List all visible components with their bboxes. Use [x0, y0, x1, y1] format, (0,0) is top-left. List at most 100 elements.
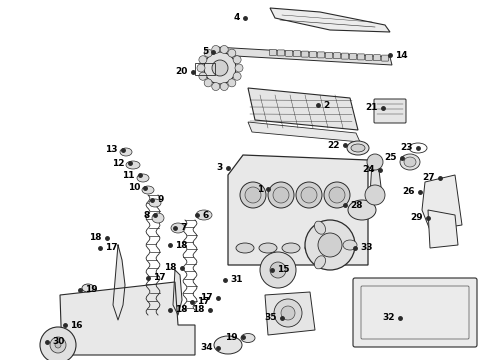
Text: 20: 20 — [175, 68, 188, 77]
FancyBboxPatch shape — [301, 51, 309, 57]
Text: 18: 18 — [193, 306, 205, 315]
FancyBboxPatch shape — [342, 53, 348, 59]
Ellipse shape — [404, 157, 416, 167]
Circle shape — [228, 79, 236, 87]
Text: 17: 17 — [200, 293, 213, 302]
Ellipse shape — [126, 161, 140, 169]
Circle shape — [296, 182, 322, 208]
Text: 5: 5 — [202, 48, 208, 57]
Ellipse shape — [236, 243, 254, 253]
FancyBboxPatch shape — [294, 51, 300, 57]
FancyBboxPatch shape — [286, 50, 293, 56]
FancyBboxPatch shape — [373, 55, 381, 61]
FancyBboxPatch shape — [270, 49, 276, 55]
Text: 17: 17 — [105, 243, 118, 252]
FancyBboxPatch shape — [353, 278, 477, 347]
Text: 1: 1 — [257, 184, 263, 194]
Circle shape — [329, 187, 345, 203]
Polygon shape — [248, 88, 358, 130]
Text: 24: 24 — [363, 166, 375, 175]
Circle shape — [228, 49, 236, 57]
Text: 25: 25 — [385, 153, 397, 162]
Text: 33: 33 — [360, 243, 372, 252]
Text: 17: 17 — [153, 274, 166, 283]
Ellipse shape — [351, 144, 365, 152]
Circle shape — [40, 327, 76, 360]
Circle shape — [240, 182, 266, 208]
Circle shape — [235, 64, 243, 72]
Circle shape — [274, 299, 302, 327]
Text: 16: 16 — [70, 320, 82, 329]
Circle shape — [197, 64, 205, 72]
Circle shape — [365, 185, 385, 205]
Ellipse shape — [305, 243, 323, 253]
Polygon shape — [173, 270, 182, 315]
Text: 32: 32 — [383, 314, 395, 323]
FancyBboxPatch shape — [325, 52, 333, 58]
Polygon shape — [265, 292, 315, 335]
Circle shape — [204, 79, 212, 87]
FancyBboxPatch shape — [277, 50, 285, 56]
Text: 10: 10 — [127, 184, 140, 193]
Ellipse shape — [137, 174, 149, 182]
Ellipse shape — [315, 256, 325, 269]
Text: 22: 22 — [327, 140, 340, 149]
Circle shape — [212, 60, 228, 76]
Text: 13: 13 — [105, 145, 118, 154]
Circle shape — [268, 182, 294, 208]
Ellipse shape — [347, 141, 369, 155]
Text: 19: 19 — [85, 285, 98, 294]
Text: 3: 3 — [217, 163, 223, 172]
Text: 27: 27 — [422, 174, 435, 183]
Circle shape — [367, 154, 383, 170]
Polygon shape — [113, 245, 125, 320]
FancyBboxPatch shape — [366, 54, 372, 60]
Circle shape — [212, 45, 220, 54]
Polygon shape — [422, 175, 462, 230]
Text: 23: 23 — [400, 144, 413, 153]
Text: 17: 17 — [197, 297, 210, 306]
Polygon shape — [428, 210, 458, 248]
Text: 18: 18 — [165, 264, 177, 273]
Circle shape — [204, 49, 212, 57]
Ellipse shape — [171, 223, 185, 233]
Text: 34: 34 — [200, 343, 213, 352]
Ellipse shape — [343, 240, 357, 250]
Polygon shape — [270, 8, 390, 32]
Text: 2: 2 — [323, 100, 329, 109]
Circle shape — [305, 220, 355, 270]
Text: 35: 35 — [265, 314, 277, 323]
Circle shape — [270, 262, 286, 278]
Circle shape — [245, 187, 261, 203]
Text: 31: 31 — [230, 275, 243, 284]
Ellipse shape — [259, 243, 277, 253]
Circle shape — [281, 306, 295, 320]
Ellipse shape — [241, 333, 255, 342]
Circle shape — [273, 187, 289, 203]
Ellipse shape — [282, 243, 300, 253]
Text: 12: 12 — [113, 158, 125, 167]
FancyBboxPatch shape — [358, 54, 365, 60]
Circle shape — [204, 52, 236, 84]
Text: 4: 4 — [234, 13, 240, 22]
Text: 28: 28 — [350, 201, 363, 210]
Circle shape — [301, 187, 317, 203]
Text: 9: 9 — [157, 195, 163, 204]
Text: 29: 29 — [411, 213, 423, 222]
Ellipse shape — [400, 154, 420, 170]
FancyBboxPatch shape — [310, 51, 317, 58]
Ellipse shape — [142, 186, 154, 194]
Text: 26: 26 — [402, 188, 415, 197]
Polygon shape — [228, 155, 368, 265]
Text: 15: 15 — [277, 266, 290, 274]
Text: 18: 18 — [175, 306, 188, 315]
Circle shape — [260, 252, 296, 288]
Text: 6: 6 — [202, 211, 208, 220]
Polygon shape — [60, 282, 195, 355]
Ellipse shape — [152, 213, 164, 223]
Circle shape — [199, 72, 207, 80]
Circle shape — [318, 233, 342, 257]
FancyBboxPatch shape — [374, 99, 406, 123]
Circle shape — [220, 45, 228, 54]
Polygon shape — [248, 122, 360, 142]
